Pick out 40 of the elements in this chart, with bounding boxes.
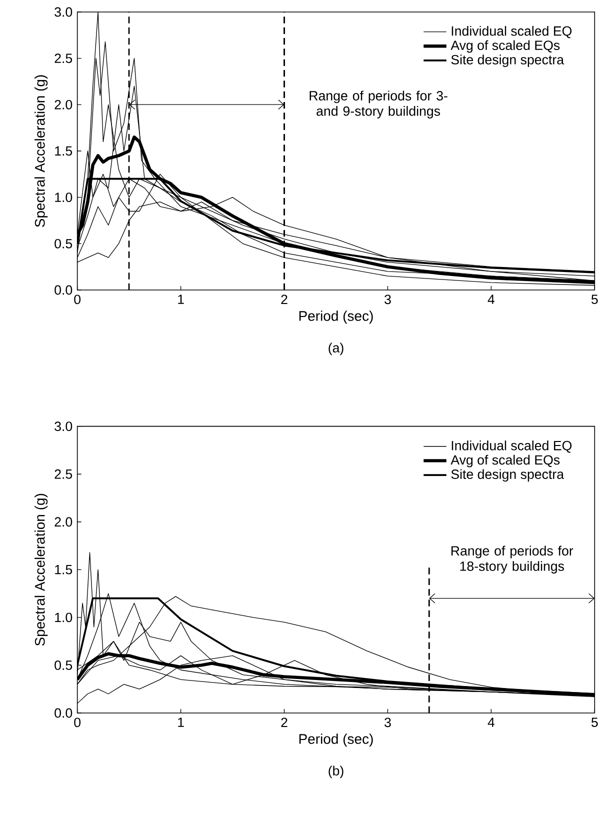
y-tick-label: 0.0: [54, 708, 72, 718]
x-tick-label: 0: [74, 718, 81, 728]
legend-label: Individual scaled EQ: [452, 26, 572, 38]
x-tick-label: 5: [591, 718, 598, 727]
y-tick-label: 3.0: [54, 7, 72, 17]
text: (b): [328, 766, 344, 778]
annotation: Range of periods for 3- and 9-story buildings: [310, 90, 448, 118]
annotation: Range of periods for 18-story buildings: [451, 546, 574, 574]
y-tick-label: 2.0: [54, 100, 72, 110]
x-tick-label: 4: [488, 718, 494, 727]
x-tick-label: 5: [591, 294, 598, 304]
x-tick-label: 0: [74, 294, 81, 304]
legend-label: Avg of scaled EQs: [450, 454, 560, 468]
legend-label: Site design spectra: [451, 54, 564, 68]
y-tick-label: 1.5: [55, 146, 72, 156]
legend-label: Avg of scaled EQs: [450, 40, 560, 53]
y-tick-label: 2.5: [54, 54, 72, 64]
x-tick-label: 3: [384, 294, 391, 304]
y-tick-label: 3.0: [54, 422, 72, 432]
y-tick-label: 1.5: [55, 565, 72, 574]
legend-label: Individual scaled EQ: [452, 440, 572, 453]
x-axis-title: Period (sec): [299, 310, 373, 324]
y-tick-label: 2.0: [54, 517, 72, 527]
x-tick-label: 2: [281, 718, 288, 728]
y-tick-label: 0.5: [54, 238, 72, 248]
x-tick-label: 1: [178, 294, 184, 304]
y-tick-label: 2.5: [54, 469, 72, 479]
y-axis-title: Spectral Acceleration (g): [34, 75, 48, 228]
x-tick-label: 2: [281, 294, 288, 304]
x-axis-title: Period (sec): [299, 734, 373, 747]
y-tick-label: 0.0: [54, 285, 72, 295]
y-tick-label: 1.0: [55, 612, 72, 622]
x-tick-label: 4: [488, 294, 494, 304]
y-tick-label: 0.5: [54, 660, 72, 670]
text: (a): [328, 342, 344, 356]
y-tick-label: 1.0: [55, 192, 72, 202]
x-tick-label: 3: [384, 718, 391, 728]
x-tick-label: 1: [178, 718, 184, 727]
legend-label: Site design spectra: [451, 469, 564, 482]
y-axis-title: Spectral Acceleration (g): [34, 494, 48, 646]
